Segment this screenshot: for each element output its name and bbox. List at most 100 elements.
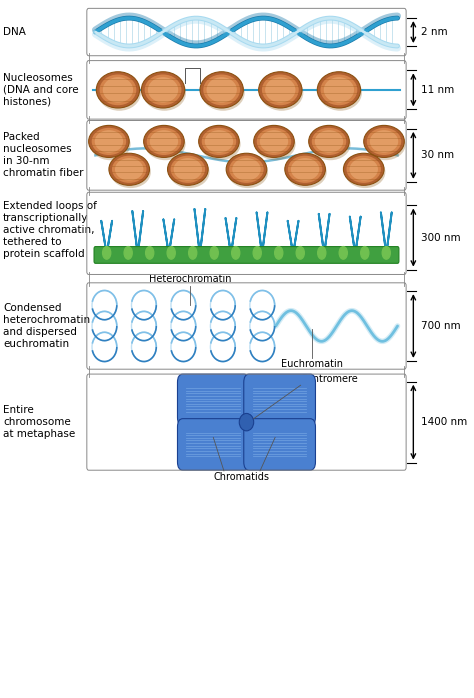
Ellipse shape (167, 154, 208, 185)
Ellipse shape (346, 156, 381, 183)
Ellipse shape (200, 72, 243, 108)
Ellipse shape (319, 75, 362, 111)
Ellipse shape (203, 75, 240, 105)
Ellipse shape (262, 75, 299, 105)
Ellipse shape (364, 126, 404, 158)
Text: 30 nm: 30 nm (421, 150, 455, 161)
Ellipse shape (349, 158, 378, 181)
Circle shape (232, 246, 240, 259)
Ellipse shape (115, 158, 144, 181)
Circle shape (146, 246, 154, 259)
Text: DNA: DNA (3, 27, 26, 37)
Ellipse shape (255, 128, 296, 161)
Circle shape (167, 246, 175, 259)
Ellipse shape (171, 156, 205, 183)
Text: Heterochromatin: Heterochromatin (149, 274, 231, 284)
Ellipse shape (173, 158, 202, 181)
Ellipse shape (201, 75, 245, 111)
Ellipse shape (95, 131, 123, 153)
FancyBboxPatch shape (177, 419, 249, 470)
Ellipse shape (146, 128, 181, 155)
Circle shape (124, 246, 132, 259)
Ellipse shape (370, 131, 398, 153)
Ellipse shape (317, 72, 361, 108)
Ellipse shape (365, 128, 406, 161)
FancyBboxPatch shape (244, 374, 316, 426)
Ellipse shape (260, 75, 303, 111)
Ellipse shape (150, 131, 178, 153)
Ellipse shape (96, 72, 140, 108)
Ellipse shape (344, 154, 384, 185)
Ellipse shape (207, 77, 237, 103)
Text: Entire
chromosome
at metaphase: Entire chromosome at metaphase (3, 405, 75, 439)
Ellipse shape (200, 128, 241, 161)
Ellipse shape (145, 75, 182, 105)
Ellipse shape (345, 156, 385, 188)
Ellipse shape (232, 158, 261, 181)
Ellipse shape (285, 154, 325, 185)
Ellipse shape (199, 126, 239, 158)
Text: Nucleosomes
(DNA and core
histones): Nucleosomes (DNA and core histones) (3, 73, 79, 107)
Text: 11 nm: 11 nm (421, 85, 455, 95)
Ellipse shape (169, 156, 210, 188)
Ellipse shape (309, 126, 349, 158)
Ellipse shape (144, 126, 184, 158)
FancyBboxPatch shape (244, 419, 316, 470)
Circle shape (361, 246, 369, 259)
Text: 700 nm: 700 nm (421, 321, 461, 331)
Circle shape (296, 246, 304, 259)
Circle shape (274, 246, 283, 259)
Text: 300 nm: 300 nm (421, 232, 461, 242)
Text: Packed
nucleosomes
in 30-nm
chromatin fiber: Packed nucleosomes in 30-nm chromatin fi… (3, 133, 83, 179)
Circle shape (253, 246, 261, 259)
Ellipse shape (90, 128, 130, 161)
Ellipse shape (259, 72, 302, 108)
Circle shape (210, 246, 218, 259)
Ellipse shape (291, 158, 319, 181)
Ellipse shape (239, 413, 254, 431)
Ellipse shape (89, 126, 129, 158)
Ellipse shape (103, 77, 133, 103)
Ellipse shape (312, 128, 346, 155)
Ellipse shape (141, 72, 185, 108)
Text: Centromere: Centromere (301, 374, 358, 384)
Ellipse shape (98, 75, 141, 111)
Ellipse shape (324, 77, 354, 103)
Ellipse shape (112, 156, 146, 183)
Circle shape (189, 246, 197, 259)
Ellipse shape (202, 128, 236, 155)
Circle shape (382, 246, 390, 259)
Ellipse shape (226, 154, 267, 185)
Ellipse shape (110, 156, 151, 188)
FancyBboxPatch shape (94, 246, 399, 263)
Ellipse shape (100, 75, 137, 105)
Circle shape (318, 246, 326, 259)
Text: Condensed
heterochromatin
and dispersed
euchromatin: Condensed heterochromatin and dispersed … (3, 303, 90, 349)
FancyBboxPatch shape (177, 374, 249, 426)
Ellipse shape (367, 128, 401, 155)
Ellipse shape (286, 156, 327, 188)
Text: Chromatids: Chromatids (214, 473, 270, 482)
Ellipse shape (148, 77, 178, 103)
Ellipse shape (315, 131, 343, 153)
Ellipse shape (205, 131, 233, 153)
Circle shape (102, 246, 111, 259)
Ellipse shape (320, 75, 357, 105)
Ellipse shape (265, 77, 295, 103)
Ellipse shape (228, 156, 268, 188)
Ellipse shape (260, 131, 288, 153)
Ellipse shape (254, 126, 294, 158)
Text: Extended loops of
transcriptionally
active chromatin,
tethered to
protein scaffo: Extended loops of transcriptionally acti… (3, 201, 97, 259)
Ellipse shape (109, 154, 149, 185)
Ellipse shape (229, 156, 264, 183)
Ellipse shape (145, 128, 186, 161)
Ellipse shape (257, 128, 291, 155)
Text: Euchromatin: Euchromatin (281, 359, 343, 369)
Ellipse shape (310, 128, 351, 161)
Circle shape (339, 246, 347, 259)
Text: 1400 nm: 1400 nm (421, 417, 468, 427)
Ellipse shape (91, 128, 126, 155)
Text: 2 nm: 2 nm (421, 27, 448, 37)
Ellipse shape (288, 156, 322, 183)
Ellipse shape (143, 75, 186, 111)
